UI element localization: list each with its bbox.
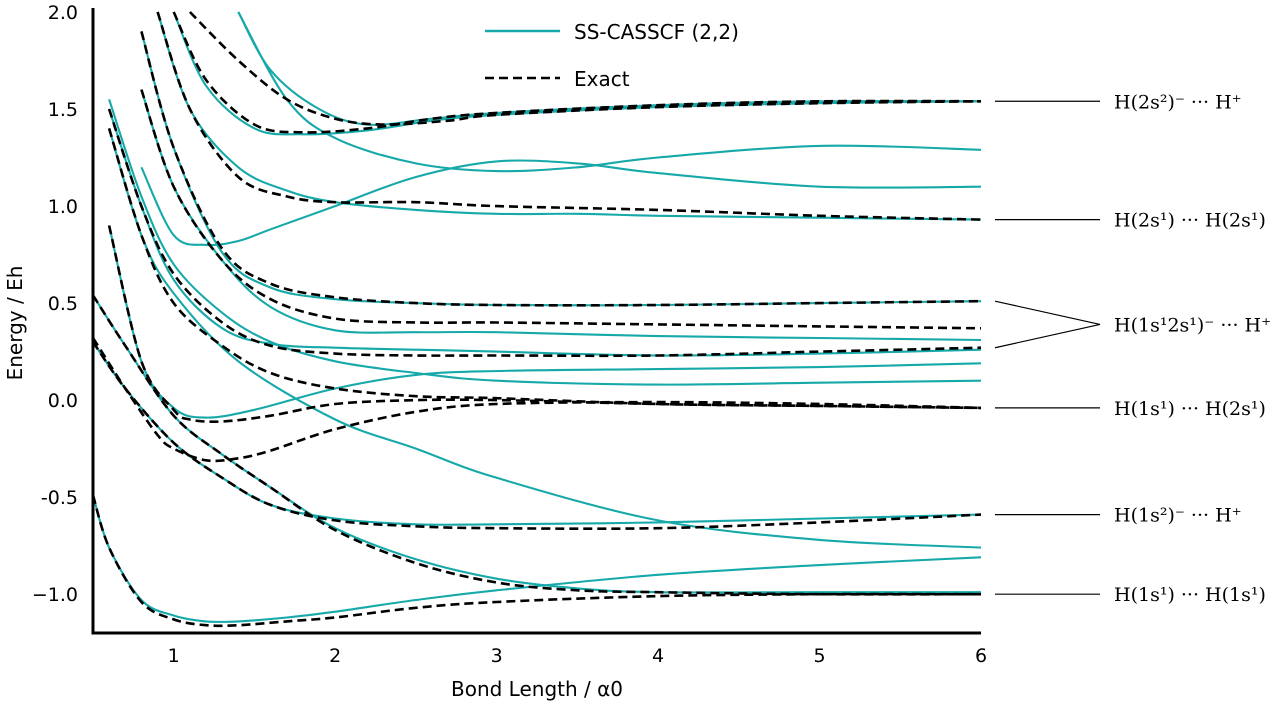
x-tick-label: 1 (168, 645, 180, 667)
casscf-curve-19 (140, 159, 981, 247)
exact-curve-1 (93, 341, 981, 531)
state-label: H(2s¹) ··· H(2s¹) (1114, 210, 1266, 232)
y-tick-label: 2.0 (48, 2, 78, 24)
state-label: H(1s²)⁻ ··· H⁺ (1114, 505, 1242, 527)
casscf-curve-14 (93, 294, 981, 594)
exact-curve-9 (156, 11, 981, 221)
x-tick-label: 4 (652, 645, 664, 667)
x-tick-label: 2 (329, 645, 341, 667)
exact-curve-2 (93, 294, 981, 596)
state-label: H(1s¹) ··· H(1s¹) (1114, 584, 1266, 606)
casscf-curve-21 (237, 11, 981, 173)
exact-curve-3 (93, 337, 981, 463)
casscf-curve-12 (93, 494, 981, 624)
casscf-curve-18 (140, 89, 981, 342)
y-tick-label: 0.5 (48, 293, 78, 315)
x-tick-label: 3 (491, 645, 503, 667)
tick-labels: 1 2 3 4 5 6 −1.0 -0.5 0.0 0.5 1.0 1.5 2.0 (32, 2, 987, 667)
y-tick-label: 1.5 (48, 99, 78, 121)
axes (91, 8, 981, 635)
x-tick-label: 5 (813, 645, 825, 667)
legend-label-casscf: SS-CASSCF (2,2) (574, 20, 739, 44)
state-labels: H(2s²)⁻ ··· H⁺ H(2s¹) ··· H(2s¹) H(1s¹2s¹)… (994, 91, 1271, 606)
casscf-curve-25 (108, 98, 981, 386)
state-label: H(2s²)⁻ ··· H⁺ (1114, 91, 1242, 113)
casscf-curve-17 (108, 108, 981, 357)
exact-curve-8 (140, 31, 981, 307)
state-label: H(1s¹) ··· H(2s¹) (1114, 398, 1266, 420)
exact-curve-6 (107, 108, 981, 358)
x-tick-label: 6 (975, 645, 987, 667)
exact-curve-11 (188, 11, 981, 126)
exact-curve-10 (172, 11, 981, 134)
state-label: H(1s¹2s¹)⁻ ··· H⁺ (1114, 314, 1271, 336)
y-tick-label: -0.5 (41, 487, 78, 509)
y-tick-label: 1.0 (48, 196, 78, 218)
legend: SS-CASSCF (2,2) Exact (485, 20, 739, 91)
state-leader-line (994, 300, 1101, 326)
y-axis-title: Energy / Eh (3, 266, 27, 381)
casscf-curve-15 (108, 128, 981, 549)
y-tick-label: 0.0 (48, 390, 78, 412)
exact-curve-4 (107, 225, 981, 424)
plot-area (93, 11, 981, 628)
exact-curve-7 (140, 89, 981, 330)
legend-label-exact: Exact (574, 67, 630, 91)
casscf-curve-20 (156, 11, 981, 221)
y-tick-label: −1.0 (32, 584, 78, 606)
exact-curve-0 (93, 494, 981, 628)
state-leader-line (994, 323, 1101, 349)
x-axis-title: Bond Length / α0 (451, 677, 623, 701)
casscf-curve-16 (108, 225, 981, 419)
exact-curve-5 (107, 128, 981, 410)
